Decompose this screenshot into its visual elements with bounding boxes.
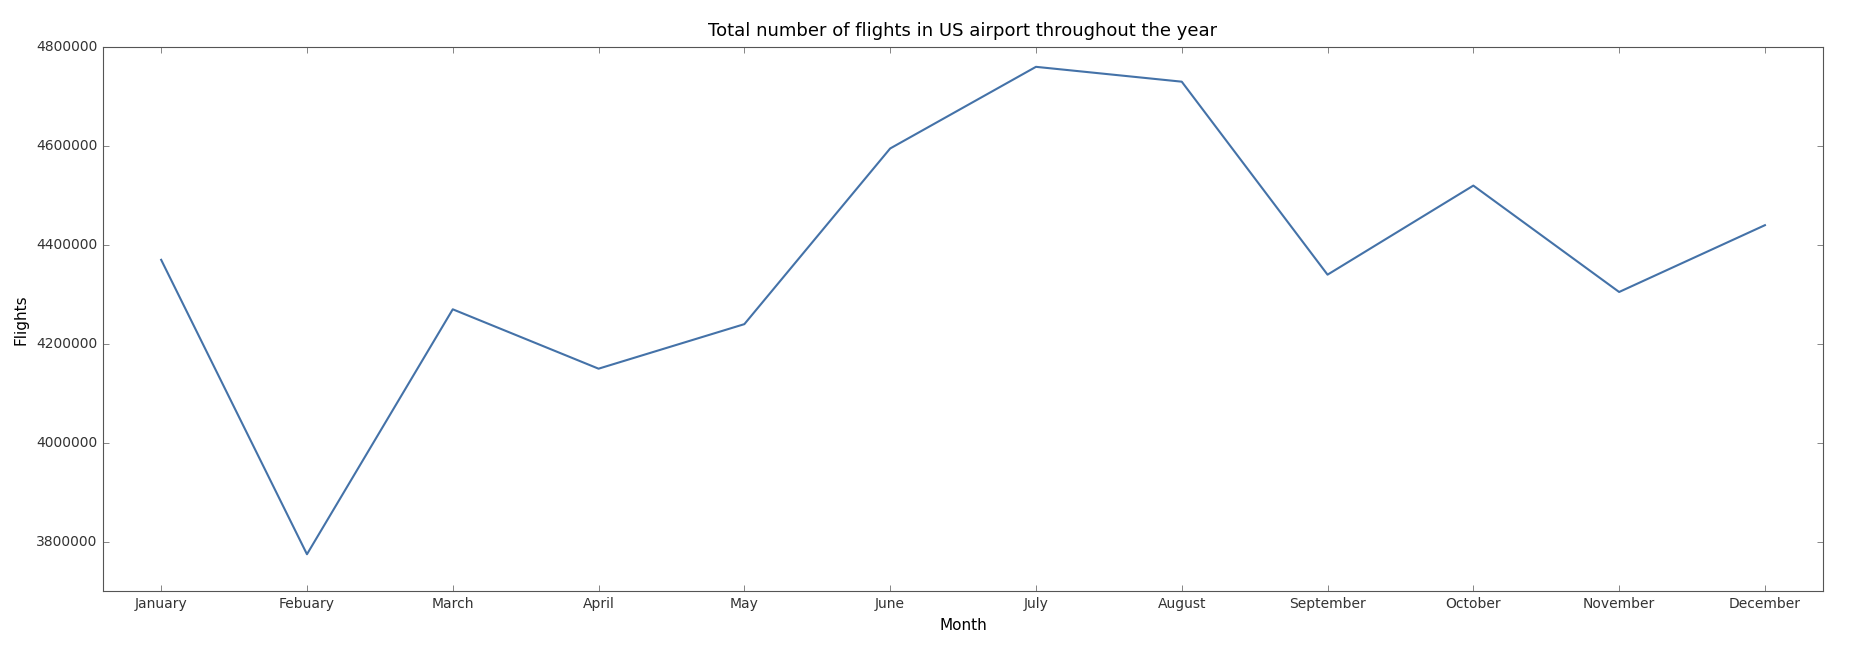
X-axis label: Month: Month [939,618,987,633]
Y-axis label: Flights: Flights [13,294,28,345]
Title: Total number of flights in US airport throughout the year: Total number of flights in US airport th… [709,22,1217,40]
